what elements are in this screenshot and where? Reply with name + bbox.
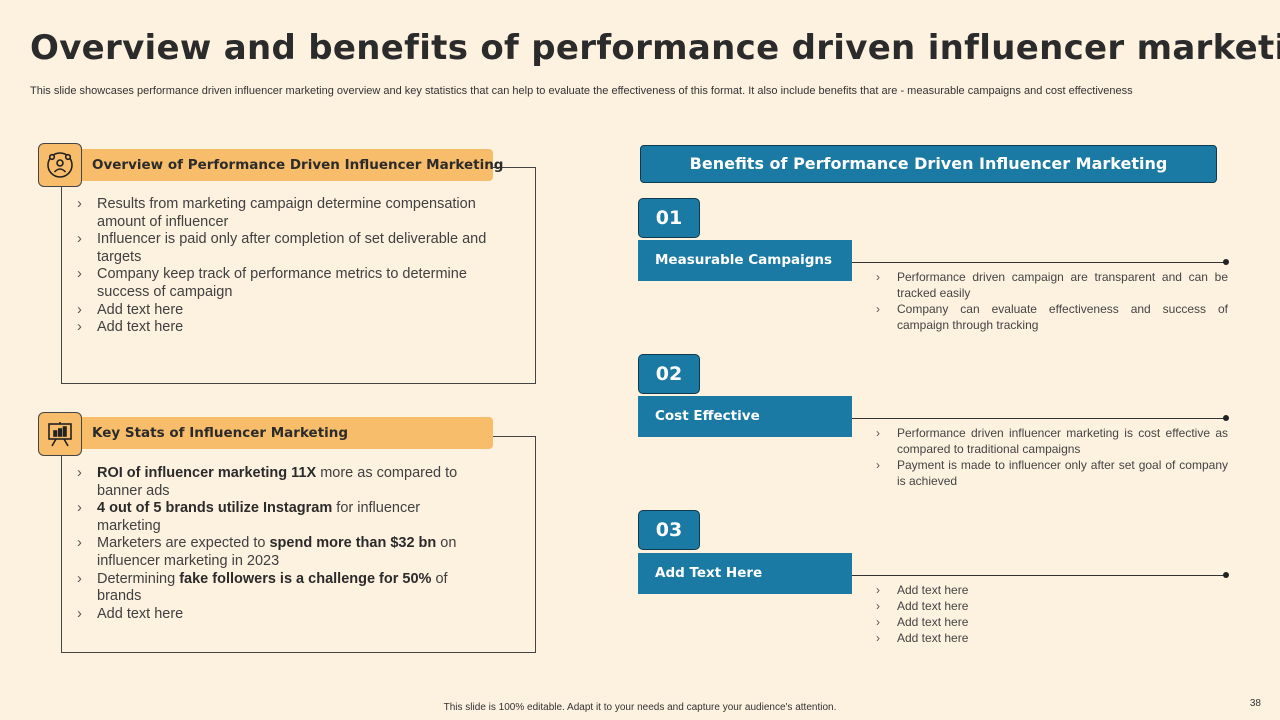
benefit-points-03: › Add text here › Add text here › Add text … <box>876 582 1228 646</box>
list-item-text: Results from marketing campaign determin… <box>97 196 476 230</box>
list-item: › Results from marketing campaign determi… <box>77 196 476 230</box>
list-item: › Add text here <box>77 319 184 336</box>
list-item: › Performance driven campaign are transpa… <box>876 270 1228 300</box>
benefit-points-02: › Performance driven influencer marketing… <box>876 425 1228 489</box>
presentation-board-icon <box>38 412 82 456</box>
benefit-label-measurable-campaigns: Measurable Campaigns <box>638 240 852 281</box>
benefit-number-03: 03 <box>638 510 700 550</box>
stat-text: for influencer marketing <box>97 500 421 534</box>
list-item: › Add text here <box>876 583 969 597</box>
stat-highlight: spend more than $32 bn <box>269 535 437 552</box>
list-item: › Company keep track of performance metri… <box>77 266 467 300</box>
list-item-text: Add text here <box>897 615 969 629</box>
list-item: › Performance driven influencer marketing… <box>876 426 1228 456</box>
stats-heading: Key Stats of Influencer Marketing <box>40 417 493 449</box>
list-item: › Determining fake followers is a challen… <box>77 570 448 605</box>
list-item: › Payment is made to influencer only afte… <box>876 458 1228 488</box>
list-item-text: Performance driven campaign are transpar… <box>897 270 1228 300</box>
list-item: › Marketers are expected to spend more th… <box>77 535 457 569</box>
stat-highlight: ROI of influencer marketing 11X <box>97 465 317 481</box>
stat-text: on influencer marketing in 2023 <box>97 535 457 569</box>
list-item: › Add text here <box>876 615 969 629</box>
list-item: › Company can evaluate effectiveness and … <box>876 302 1228 332</box>
list-item: › Influencer is paid only after completio… <box>77 231 487 265</box>
benefit-label-cost-effective: Cost Effective <box>638 396 852 437</box>
list-item-text: Add text here <box>897 599 969 613</box>
footer-note: This slide is 100% editable. Adapt it to… <box>443 702 837 713</box>
benefit-number-01: 01 <box>638 198 700 238</box>
list-item: › ROI of influencer marketing 11X more as… <box>77 465 458 499</box>
benefit-points-01: › Performance driven campaign are transpa… <box>876 269 1228 333</box>
list-item-text: Add text here <box>97 301 184 318</box>
connector-line <box>852 575 1226 576</box>
stats-list: › ROI of influencer marketing 11X more as… <box>77 465 487 623</box>
influencer-network-icon <box>38 143 82 187</box>
stat-text: of brands <box>97 570 448 605</box>
stat-prefix: Determining <box>97 570 180 587</box>
connector-line <box>852 262 1226 263</box>
page-subtitle: This slide showcases performance driven … <box>30 85 1133 97</box>
list-item: › Add text here <box>876 631 969 645</box>
list-item-text: Performance driven influencer marketing … <box>897 426 1228 456</box>
stat-prefix: Add text here <box>97 605 184 622</box>
connector-dot <box>1223 572 1229 578</box>
list-item: › Add text here <box>77 605 184 622</box>
connector-dot <box>1223 259 1229 265</box>
benefit-label-add-text: Add Text Here <box>638 553 852 594</box>
benefit-number-02: 02 <box>638 354 700 394</box>
overview-list: › Results from marketing campaign determi… <box>77 196 487 337</box>
list-item-text: Add text here <box>897 583 969 597</box>
list-item: › Add text here <box>77 301 184 318</box>
list-item-text: Company can evaluate effectiveness and s… <box>897 302 1228 332</box>
list-item-text: Add text here <box>897 631 969 645</box>
page-number: 38 <box>1249 698 1261 709</box>
list-item-text: Influencer is paid only after completion… <box>97 231 487 265</box>
list-item-text: Payment is made to influencer only after… <box>897 458 1228 488</box>
stat-highlight: fake followers is a challenge for 50% <box>179 570 432 587</box>
list-item-text: Add text here <box>97 319 184 336</box>
stat-prefix: Marketers are expected to <box>97 535 270 552</box>
overview-heading: Overview of Performance Driven Influence… <box>40 149 503 181</box>
connector-line <box>852 418 1226 419</box>
benefits-heading: Benefits of Performance Driven Influence… <box>640 145 1217 183</box>
list-item-text: Company keep track of performance metric… <box>97 266 467 300</box>
connector-dot <box>1223 415 1229 421</box>
stat-text: more as compared to banner ads <box>97 465 458 499</box>
list-item: › 4 out of 5 brands utilize Instagram for… <box>77 500 421 534</box>
stat-highlight: 4 out of 5 brands utilize Instagram <box>97 500 333 517</box>
page-title: Overview and benefits of performance dri… <box>30 28 1280 68</box>
list-item: › Add text here <box>876 599 969 613</box>
